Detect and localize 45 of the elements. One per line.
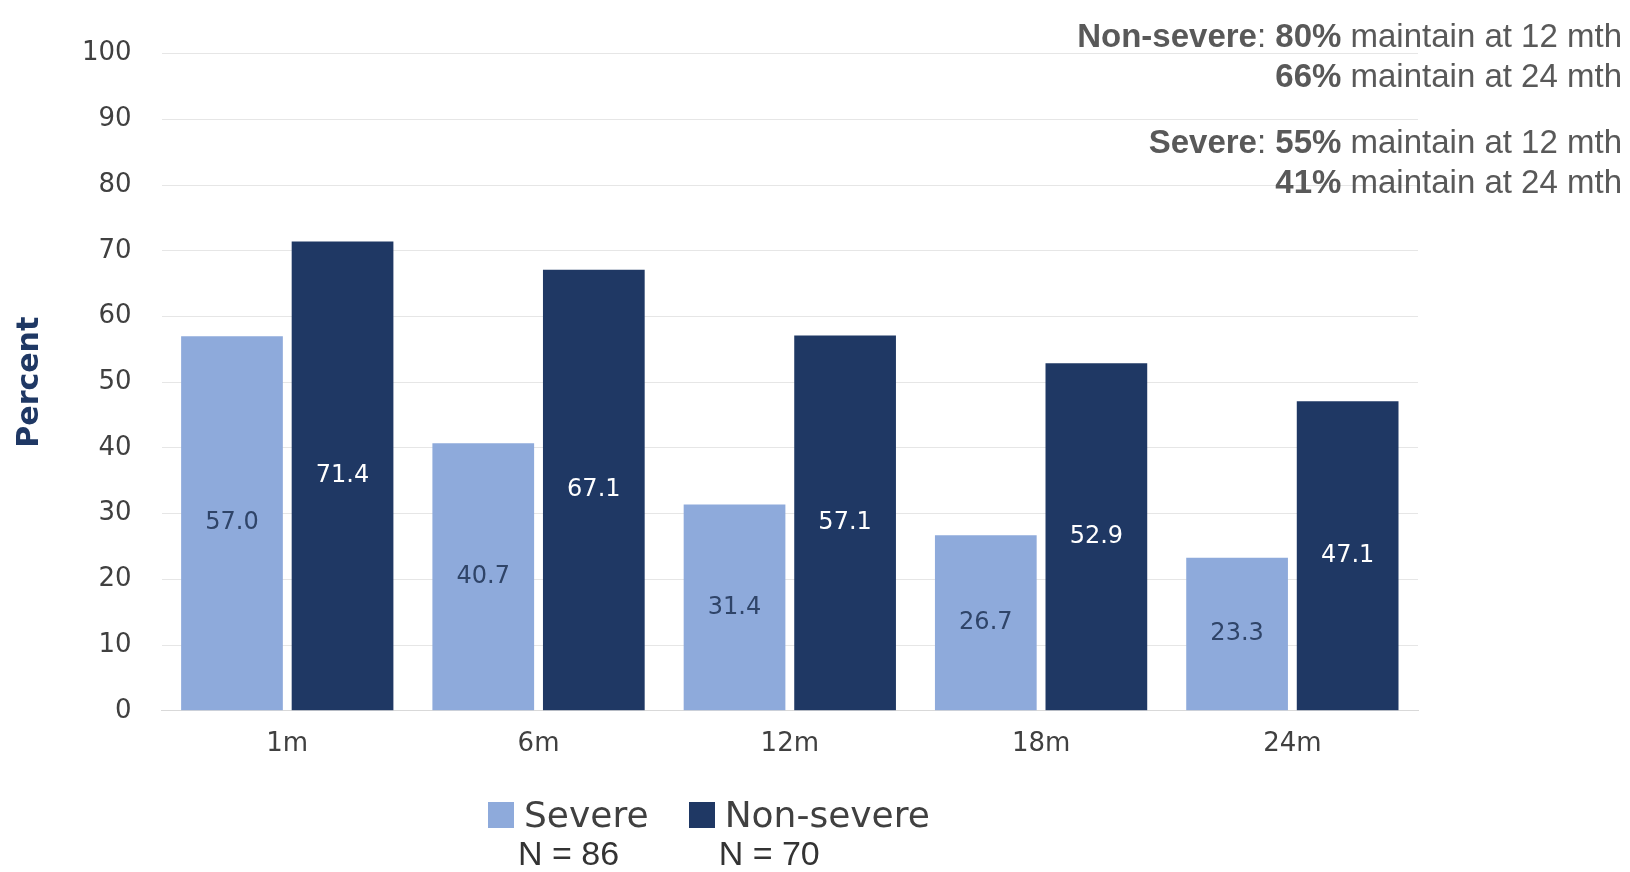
data-label: 23.3	[1210, 618, 1264, 647]
bar	[542, 269, 645, 711]
y-tick-label: 70	[98, 233, 132, 264]
y-tick-label: 20	[98, 562, 132, 593]
data-label: 26.7	[959, 607, 1013, 636]
bar	[291, 241, 394, 711]
bar	[1045, 363, 1148, 711]
y-tick-label: 100	[81, 36, 132, 67]
annotation: Severe: 55% maintain at 12 mth	[1148, 123, 1622, 160]
y-tick-label: 0	[115, 693, 132, 724]
annotation: Non-severe: 80% maintain at 12 mth	[1077, 17, 1622, 54]
legend-label: Non-severe	[724, 794, 930, 835]
y-tick-label: 80	[98, 167, 132, 198]
data-label: 40.7	[456, 561, 510, 590]
y-tick-label: 10	[98, 627, 132, 658]
y-tick-label: 50	[98, 364, 132, 395]
bar	[794, 335, 896, 711]
bar	[683, 504, 786, 711]
annotation: 66% maintain at 24 mth	[1275, 57, 1622, 94]
x-tick-label: 24m	[1263, 727, 1322, 758]
x-tick-label: 18m	[1011, 727, 1071, 758]
x-tick-label: 6m	[517, 727, 560, 758]
bar	[934, 535, 1037, 711]
bar	[1296, 401, 1399, 711]
bar	[432, 443, 535, 711]
data-label: 31.4	[707, 591, 762, 620]
data-label: 71.4	[315, 460, 370, 489]
x-tick-label: 1m	[266, 727, 309, 758]
text: N = 70	[718, 834, 820, 872]
bar	[181, 336, 283, 711]
y-axis-title: Percent	[9, 316, 45, 448]
bar	[1186, 557, 1288, 711]
y-tick-label: 40	[98, 430, 132, 461]
y-tick-label: 60	[98, 299, 132, 330]
y-tick-label: 90	[98, 102, 132, 133]
annotation: 41% maintain at 24 mth	[1275, 163, 1622, 200]
data-label: 57.1	[818, 507, 872, 536]
y-tick-label: 30	[98, 496, 132, 527]
data-label: 47.1	[1320, 540, 1375, 569]
text: N = 86	[518, 834, 620, 872]
legend-label: Severe	[524, 794, 649, 835]
data-label: 57.0	[205, 507, 259, 536]
data-label: 52.9	[1069, 520, 1124, 549]
x-tick-label: 12m	[760, 727, 820, 758]
data-label: 67.1	[567, 474, 621, 503]
